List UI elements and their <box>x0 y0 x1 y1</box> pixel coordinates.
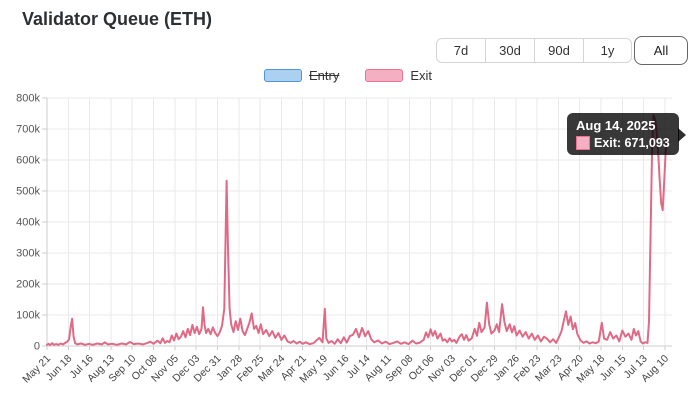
legend-item-exit[interactable]: Exit <box>365 68 432 83</box>
legend-item-entry[interactable]: Entry <box>263 68 340 83</box>
tooltip-caret-icon <box>677 128 686 142</box>
svg-text:300k: 300k <box>16 248 40 260</box>
tooltip-title: Aug 14, 2025 <box>576 118 656 133</box>
range-button-30d[interactable]: 30d <box>485 38 534 63</box>
entry-swatch-icon <box>263 69 302 82</box>
exit-swatch-icon <box>365 69 404 82</box>
page-title: Validator Queue (ETH) <box>22 9 213 29</box>
gridlines <box>46 97 672 347</box>
tooltip: Aug 14, 2025 Exit: 671,093 <box>567 113 686 155</box>
svg-text:700k: 700k <box>16 124 40 136</box>
svg-text:100k: 100k <box>16 310 40 322</box>
range-button-90d[interactable]: 90d <box>534 38 583 63</box>
legend-label-exit: Exit <box>410 68 432 83</box>
svg-text:0: 0 <box>34 341 40 353</box>
svg-text:800k: 800k <box>16 93 40 105</box>
svg-text:200k: 200k <box>16 279 40 291</box>
svg-text:600k: 600k <box>16 155 40 167</box>
chart-legend: Entry Exit <box>0 68 696 83</box>
svg-text:400k: 400k <box>16 217 40 229</box>
y-axis-labels: 0 100k 200k 300k 400k 500k 600k 700k 800k <box>16 93 40 353</box>
tooltip-body: Exit: 671,093 <box>594 136 670 150</box>
range-button-7d[interactable]: 7d <box>436 38 485 63</box>
range-button-group: 7d 30d 90d 1y All <box>436 36 688 65</box>
range-button-all[interactable]: All <box>634 36 688 65</box>
axes <box>42 97 666 350</box>
tooltip-exit-swatch-icon <box>576 136 590 150</box>
range-button-1y[interactable]: 1y <box>583 38 632 63</box>
exit-series-line[interactable] <box>46 114 669 347</box>
tooltip-body-row: Exit: 671,093 <box>576 136 670 150</box>
legend-label-entry: Entry <box>308 68 340 83</box>
svg-text:500k: 500k <box>16 186 40 198</box>
